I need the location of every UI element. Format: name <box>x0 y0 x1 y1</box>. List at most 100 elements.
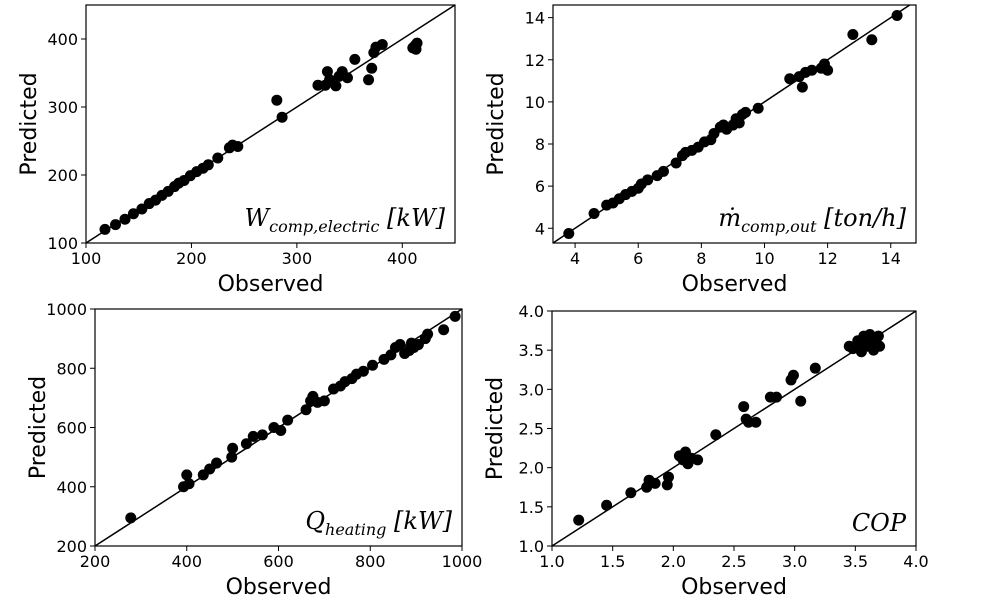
x-axis-title: Observed <box>226 575 332 600</box>
data-point <box>202 159 214 171</box>
data-point <box>438 324 450 336</box>
data-point <box>891 10 903 22</box>
data-point <box>318 395 330 407</box>
y-tick-label: 600 <box>56 419 87 438</box>
x-tick-label: 400 <box>171 552 202 571</box>
data-point <box>657 165 669 177</box>
data-point <box>357 365 369 377</box>
x-tick-label: 800 <box>355 552 386 571</box>
data-point <box>588 208 600 220</box>
x-tick-label: 10 <box>754 249 774 268</box>
data-point <box>563 228 575 240</box>
panel-cop: 1.0 1.5 2.0 2.5 3.0 3.5 4.0 1.0 1.5 2.0 2.5 3.0 3.5… <box>483 302 929 600</box>
data-point <box>670 157 682 169</box>
data-point <box>738 401 750 413</box>
data-point <box>740 106 752 118</box>
data-point <box>211 457 223 469</box>
data-point <box>110 219 122 231</box>
data-point <box>750 416 762 428</box>
data-point <box>394 339 406 351</box>
data-point <box>733 117 745 129</box>
data-point <box>183 478 195 490</box>
y-tick-labels: 4 6 8 10 12 14 <box>525 9 553 238</box>
data-point <box>119 213 131 225</box>
data-point <box>752 102 764 114</box>
data-point <box>796 81 808 93</box>
panel-m-comp-out: 4 6 8 10 12 14 4 6 8 10 12 14 Observed Predicted ṁ… <box>484 4 917 297</box>
x-tick-label: 1000 <box>442 552 483 571</box>
data-point <box>784 73 796 85</box>
panel-label: ṁcomp,out [ton/h] <box>718 204 906 236</box>
data-point <box>127 208 139 220</box>
y-tick-label: 3.0 <box>519 380 544 399</box>
data-point <box>795 395 807 407</box>
y-tick-label: 8 <box>535 135 545 154</box>
y-axis-title: Predicted <box>26 376 51 479</box>
data-point <box>625 487 637 499</box>
data-point <box>330 80 342 92</box>
scatter-points <box>573 329 886 526</box>
x-tick-label: 2.0 <box>661 552 686 571</box>
y-tick-labels: 100 200 300 400 <box>47 30 86 253</box>
data-point <box>847 28 859 40</box>
data-point <box>410 43 422 55</box>
data-point <box>99 223 111 235</box>
y-tick-label: 400 <box>56 478 87 497</box>
panel-label: Wcomp,electric [kW] <box>244 204 445 236</box>
x-tick-label: 600 <box>263 552 294 571</box>
plot-frame <box>85 4 456 244</box>
data-point <box>341 72 353 84</box>
data-point <box>662 471 674 483</box>
panel-label: COP <box>852 509 907 537</box>
y-tick-label: 1.0 <box>519 537 544 556</box>
x-axis-title: Observed <box>682 272 788 297</box>
plot-frame <box>552 4 917 244</box>
data-point <box>226 451 238 463</box>
x-tick-label: 1.0 <box>539 552 564 571</box>
x-tick-label: 3.5 <box>843 552 868 571</box>
x-tick-label: 300 <box>282 249 313 268</box>
data-point <box>822 64 834 76</box>
panel-q-heating: 200 400 600 800 1000 200 400 600 800 1000 Observ… <box>26 300 482 600</box>
data-point <box>271 94 283 106</box>
x-tick-label: 2.5 <box>721 552 746 571</box>
data-point <box>227 442 239 454</box>
data-point <box>376 38 388 50</box>
data-point <box>276 111 288 123</box>
data-point <box>232 140 244 152</box>
x-tick-labels: 200 400 600 800 1000 <box>80 546 483 571</box>
data-point <box>710 429 722 441</box>
y-tick-label: 2.5 <box>519 420 544 439</box>
y-axis-title: Predicted <box>483 377 508 480</box>
data-point <box>240 438 252 450</box>
x-tick-label: 100 <box>71 249 102 268</box>
data-point <box>247 430 259 442</box>
panel-label: Qheating [kW] <box>305 507 452 539</box>
x-tick-label: 200 <box>80 552 111 571</box>
data-point <box>573 514 585 526</box>
y-tick-label: 1000 <box>46 300 87 319</box>
x-tick-label: 6 <box>633 249 643 268</box>
y-tick-label: 14 <box>525 9 545 28</box>
x-tick-label: 8 <box>696 249 706 268</box>
y-tick-label: 100 <box>47 234 78 253</box>
data-point <box>649 477 661 489</box>
y-tick-label: 2.0 <box>519 459 544 478</box>
scatter-points <box>125 310 461 524</box>
scatter-points <box>99 37 423 235</box>
y-tick-label: 4.0 <box>519 302 544 321</box>
data-point <box>806 64 818 76</box>
x-axis-title: Observed <box>218 272 324 297</box>
y-tick-label: 12 <box>525 51 545 70</box>
y-tick-labels: 200 400 600 800 1000 <box>46 300 95 556</box>
x-tick-label: 400 <box>387 249 418 268</box>
y-tick-label: 3.5 <box>519 341 544 360</box>
data-point <box>449 310 461 322</box>
data-point <box>422 328 434 340</box>
data-point <box>282 414 294 426</box>
data-point <box>866 34 878 46</box>
data-point <box>275 424 287 436</box>
y-tick-label: 200 <box>47 166 78 185</box>
y-tick-label: 6 <box>535 177 545 196</box>
x-tick-labels: 1.0 1.5 2.0 2.5 3.0 3.5 4.0 <box>539 546 929 571</box>
